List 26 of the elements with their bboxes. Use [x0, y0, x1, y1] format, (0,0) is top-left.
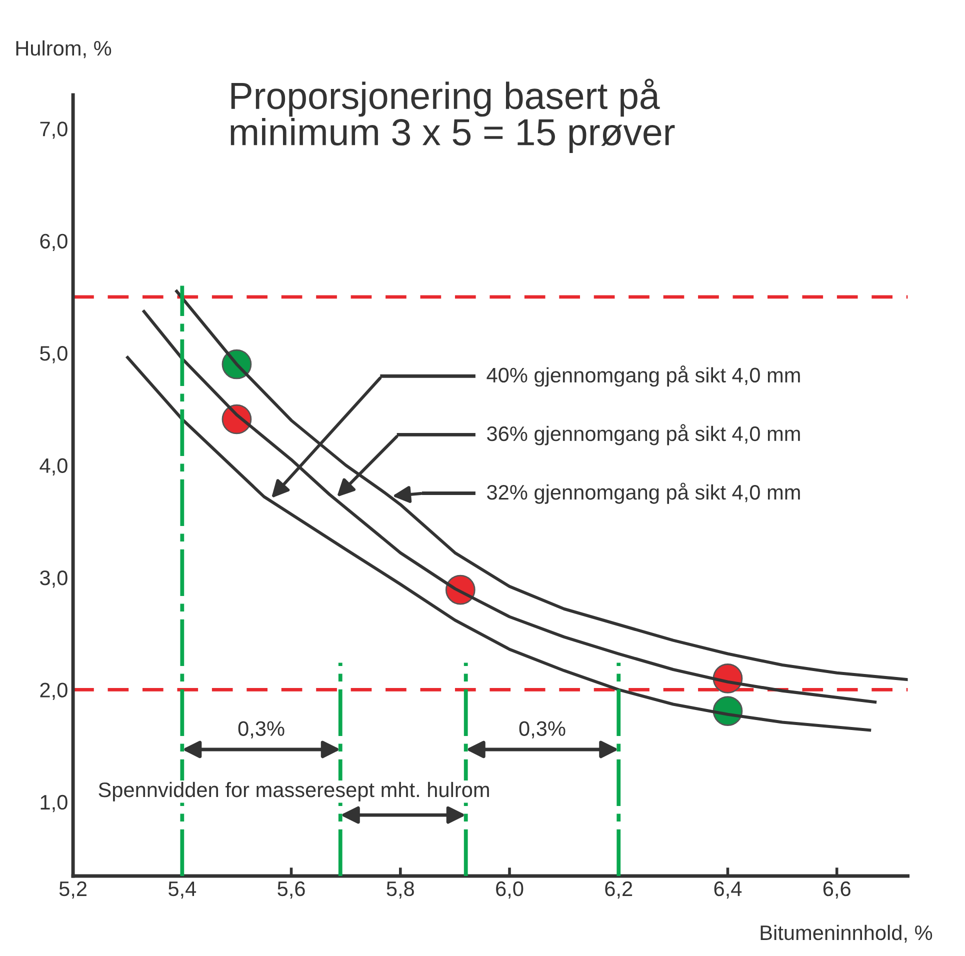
y-tick-label: 1,0: [40, 794, 68, 812]
annotation: 0,3%: [519, 721, 566, 738]
chart-title: Proporsjonering basert på minimum 3 x 5 = 15 prøver: [230, 78, 675, 153]
y-tick-label: 7,0: [40, 122, 68, 139]
x-tick-label: 6,0: [496, 881, 524, 899]
legend-label: 32% gjennomgang på sikt 4,0 mm: [487, 482, 800, 504]
line-series: [175, 290, 908, 682]
x-tick-label: 5,8: [386, 881, 414, 899]
x-axis-title: Bitumeninnhold, %: [760, 924, 932, 943]
y-tick-label: 2,0: [40, 682, 68, 700]
y-tick-label: 6,0: [40, 234, 68, 252]
legend-label: 40% gjennomgang på sikt 4,0 mm: [486, 366, 800, 387]
annotation: 0,3%: [238, 721, 284, 738]
line-series: [142, 310, 877, 704]
annotation: Spennvidden for masseresept mht. hulrom: [98, 782, 489, 802]
y-tick-label: 3,0: [40, 570, 68, 588]
x-tick-label: 5,6: [278, 881, 305, 899]
x-tick-label: 6,2: [605, 881, 632, 899]
x-tick-label: 6,6: [823, 881, 850, 899]
legend-label: 36% gjennomgang på sikt 4,0 mm: [487, 424, 800, 446]
x-tick-label: 5,2: [59, 881, 86, 899]
y-axis-title: Hulrom, %: [16, 40, 112, 58]
x-tick-label: 6,4: [714, 881, 742, 899]
y-tick-label: 4,0: [40, 458, 68, 476]
x-tick-label: 5,4: [168, 882, 196, 899]
y-tick-label: 5,0: [40, 346, 68, 364]
